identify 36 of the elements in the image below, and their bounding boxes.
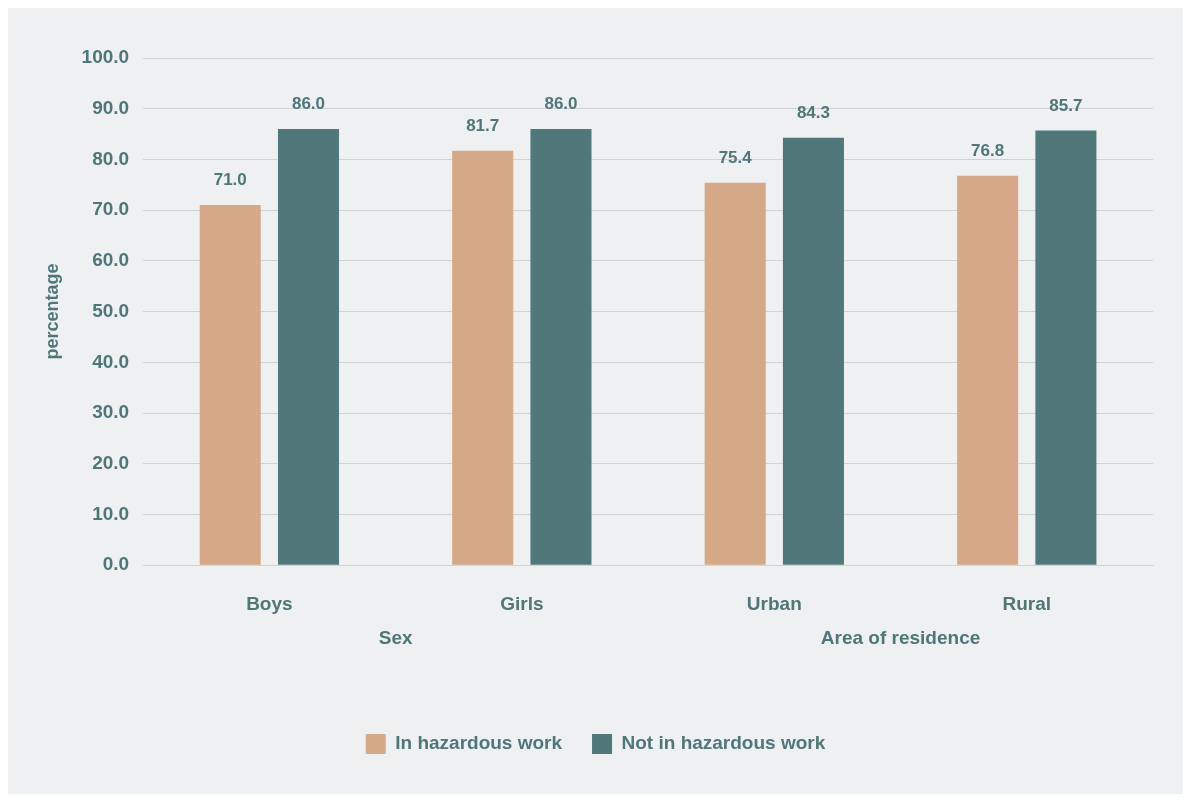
data-label: 81.7 <box>466 116 500 136</box>
legend-label: In hazardous work <box>395 732 563 754</box>
y-tick-label: 100.0 <box>81 46 130 68</box>
bar <box>1035 130 1097 565</box>
x-tick-label: Girls <box>500 592 544 614</box>
text: Sex <box>378 626 413 648</box>
y-tick-label: 70.0 <box>92 198 130 220</box>
x-tick-label: Rural <box>1002 592 1052 614</box>
bar <box>704 182 766 565</box>
data-label: 71.0 <box>213 170 247 190</box>
y-tick-label: 30.0 <box>92 401 130 423</box>
y-axis-title: percentage <box>41 263 62 360</box>
bar <box>957 175 1019 565</box>
bar <box>782 137 844 565</box>
data-label: 86.0 <box>544 94 578 114</box>
y-tick-label: 0.0 <box>102 553 130 575</box>
bar <box>530 129 592 565</box>
y-tick-label: 60.0 <box>92 249 130 271</box>
y-tick-label: 90.0 <box>92 96 130 118</box>
data-label: 84.3 <box>796 102 830 122</box>
y-tick-label: 10.0 <box>92 502 130 524</box>
legend-label: Not in hazardous work <box>621 732 826 754</box>
y-tick-label: 20.0 <box>92 451 130 473</box>
y-tick-label: 80.0 <box>92 147 130 169</box>
x-tick-label: Urban <box>746 592 802 614</box>
y-tick-label: 50.0 <box>92 299 130 321</box>
bar <box>452 150 514 565</box>
text: Area of residence <box>820 626 981 648</box>
bar <box>277 129 340 565</box>
data-label: 86.0 <box>291 94 326 114</box>
data-label: 75.4 <box>718 147 753 167</box>
bar <box>199 205 261 565</box>
y-tick-label: 40.0 <box>92 350 130 372</box>
data-label: 85.7 <box>1049 95 1083 115</box>
data-label: 76.8 <box>971 140 1005 160</box>
x-tick-label: Boys <box>246 592 293 614</box>
